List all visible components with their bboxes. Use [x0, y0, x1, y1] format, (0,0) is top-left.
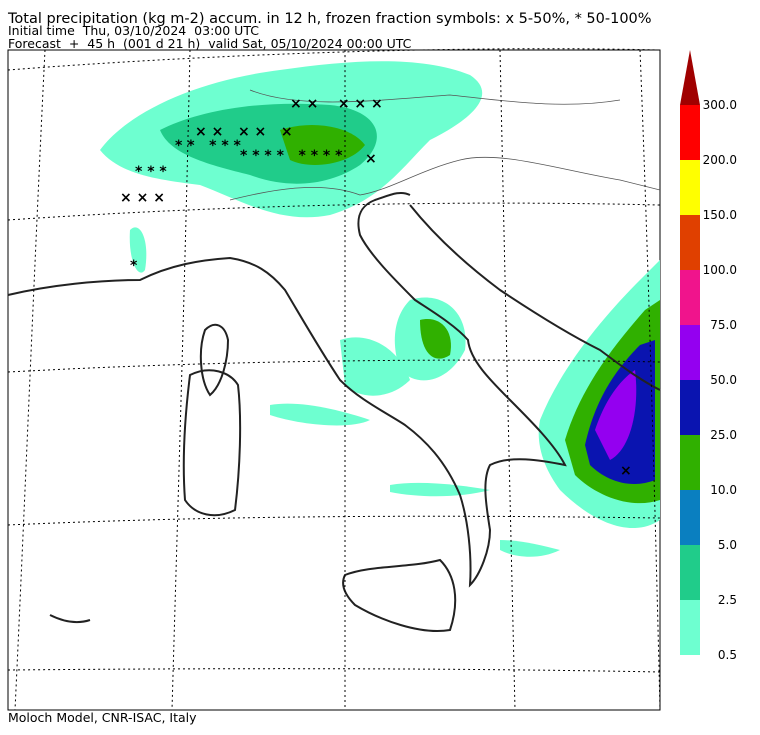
colorbar-label: 100.0 — [703, 263, 737, 277]
svg-text:*: * — [130, 258, 138, 274]
svg-text:* * * * *: * * * * * — [175, 138, 242, 154]
colorbar-label: 5.0 — [718, 538, 737, 552]
colorbar-label: 300.0 — [703, 98, 737, 112]
title: Total precipitation (kg m-2) accum. in 1… — [7, 11, 652, 27]
colorbar-band — [680, 325, 700, 380]
colorbar-band — [680, 435, 700, 490]
svg-text:× × × × ×: × × × × × — [290, 96, 383, 112]
colorbar-band — [680, 545, 700, 600]
colorbar-label: 50.0 — [710, 373, 737, 387]
colorbar-band — [680, 270, 700, 325]
svg-text:× × ×: × × × — [120, 190, 165, 206]
colorbar-label: 150.0 — [703, 208, 737, 222]
footer: Moloch Model, CNR-ISAC, Italy — [8, 710, 197, 725]
svg-text:× × × × ×: × × × × × — [195, 124, 293, 140]
initial-time: Initial time Thu, 03/10/2024 03:00 UTC — [8, 23, 259, 38]
colorbar-label: 75.0 — [710, 318, 737, 332]
colorbar-extension — [680, 50, 700, 105]
map: × × × * * * * * * * * × × × × × * * * * … — [7, 48, 661, 711]
svg-text:* * * * * * * *: * * * * * * * * — [240, 148, 343, 164]
colorbar: 0.5 2.5 5.0 10.0 25.0 50.0 75.0 100.0 150.0 200.0… — [680, 50, 737, 662]
forecast-time: Forecast + 45 h (001 d 21 h) valid Sat, … — [8, 36, 412, 51]
colorbar-label: 10.0 — [710, 483, 737, 497]
frozen-symbols: × × × * * * * * * * * × × × × × * * * * … — [120, 96, 632, 479]
colorbar-band — [680, 215, 700, 270]
svg-text:* * *: * * * — [135, 164, 167, 180]
svg-text:×: × — [620, 463, 632, 479]
colorbar-label: 0.5 — [718, 648, 737, 662]
colorbar-label: 2.5 — [718, 593, 737, 607]
colorbar-band — [680, 160, 700, 215]
svg-text:×: × — [365, 151, 377, 167]
colorbar-band — [680, 105, 700, 160]
colorbar-label: 25.0 — [710, 428, 737, 442]
colorbar-band — [680, 490, 700, 545]
colorbar-band — [680, 600, 700, 655]
colorbar-band — [680, 380, 700, 435]
colorbar-label: 200.0 — [703, 153, 737, 167]
